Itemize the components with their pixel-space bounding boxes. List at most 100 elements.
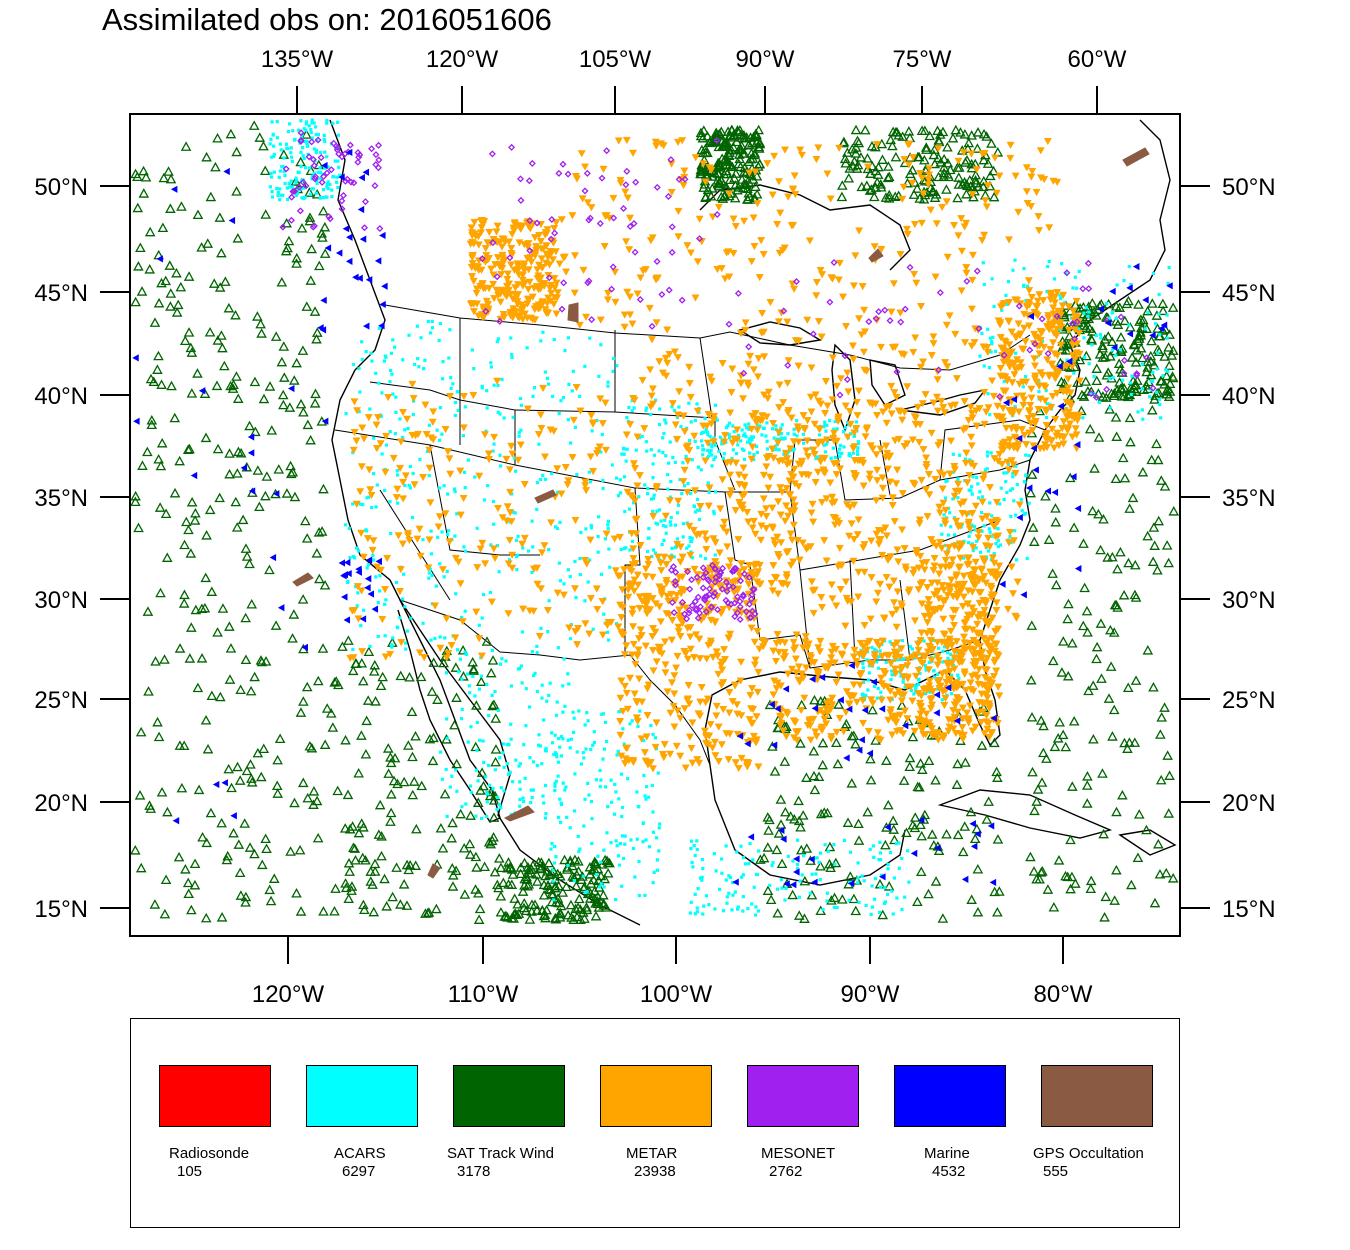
metar-marker <box>782 708 791 717</box>
acars-marker <box>616 854 621 858</box>
metar-marker <box>980 729 989 738</box>
sat-track-wind-marker <box>485 786 497 797</box>
acars-marker <box>305 120 309 124</box>
acars-marker <box>488 590 493 595</box>
acars-marker <box>416 357 420 361</box>
sat-track-wind-marker <box>705 190 717 201</box>
sat-track-wind-marker <box>437 842 449 853</box>
acars-marker <box>286 130 290 134</box>
acars-marker <box>673 460 677 464</box>
acars-marker <box>822 425 826 429</box>
metar-marker <box>506 488 515 497</box>
acars-marker <box>1082 336 1086 340</box>
sat-track-wind-marker <box>1087 326 1098 336</box>
sat-track-wind-marker <box>306 243 317 254</box>
acars-marker <box>912 692 916 696</box>
metar-marker <box>1030 330 1039 339</box>
acars-marker <box>590 817 594 821</box>
metar-marker <box>620 682 629 691</box>
acars-marker <box>453 401 458 405</box>
acars-marker <box>553 782 557 786</box>
metar-marker <box>790 465 799 473</box>
acars-marker <box>495 340 499 344</box>
metar-marker <box>496 298 505 306</box>
sat-track-wind-marker <box>1126 879 1137 890</box>
metar-marker <box>988 614 997 622</box>
sat-track-wind-marker <box>305 434 316 445</box>
metar-marker <box>1010 371 1019 379</box>
bottom-tick-label: 100°W <box>640 981 713 1008</box>
sat-track-wind-marker <box>157 222 169 233</box>
acars-marker <box>579 530 583 535</box>
metar-marker <box>914 646 923 655</box>
acars-marker <box>602 848 606 852</box>
sat-track-wind-marker <box>171 307 183 317</box>
acars-marker <box>421 621 425 625</box>
sat-track-wind-marker <box>1142 645 1154 655</box>
sat-track-wind-marker <box>202 743 214 754</box>
sat-track-wind-marker <box>165 301 176 311</box>
acars-marker <box>886 867 890 871</box>
sat-track-wind-marker <box>214 212 226 222</box>
metar-marker <box>858 283 867 291</box>
hudson-bay-shore <box>699 184 911 271</box>
sat-track-wind-marker <box>799 875 811 886</box>
metar-marker <box>576 407 585 415</box>
acars-marker <box>310 121 314 125</box>
metar-marker <box>908 436 917 444</box>
acars-marker <box>318 176 322 181</box>
metar-marker <box>719 679 728 687</box>
sat-track-wind-marker <box>1159 351 1170 361</box>
acars-marker <box>701 444 705 448</box>
acars-marker <box>696 445 700 450</box>
sat-track-wind-marker <box>208 278 220 288</box>
acars-marker <box>647 845 652 849</box>
sat-track-wind-marker <box>357 852 368 863</box>
acars-marker <box>336 159 340 163</box>
metar-marker <box>749 517 758 526</box>
sat-track-wind-marker <box>180 141 192 151</box>
acars-marker <box>301 154 305 158</box>
acars-marker <box>569 737 573 741</box>
acars-marker <box>372 558 376 562</box>
metar-marker <box>967 305 976 313</box>
acars-marker <box>309 131 313 135</box>
sat-track-wind-marker <box>1076 389 1088 400</box>
sat-track-wind-marker <box>593 882 605 892</box>
acars-marker <box>622 447 626 451</box>
sat-track-wind-marker <box>1122 682 1134 693</box>
sat-track-wind-marker <box>1119 472 1131 483</box>
metar-marker <box>776 511 785 519</box>
sat-track-wind-marker <box>846 143 858 154</box>
acars-marker <box>1026 284 1030 288</box>
sat-track-wind-marker <box>836 191 848 202</box>
sat-track-wind-marker <box>1059 378 1070 388</box>
sat-track-wind-marker <box>602 867 614 878</box>
metar-marker <box>389 454 398 463</box>
metar-marker <box>743 508 752 517</box>
acars-marker <box>1166 369 1170 373</box>
acars-marker <box>833 862 837 866</box>
acars-marker <box>272 154 276 158</box>
sat-track-wind-marker <box>532 876 543 886</box>
acars-marker <box>401 358 405 362</box>
acars-marker <box>707 454 711 458</box>
acars-marker <box>642 773 646 778</box>
metar-marker <box>509 224 518 232</box>
metar-marker <box>476 282 485 291</box>
sat-track-wind-marker <box>1108 704 1120 715</box>
metar-marker <box>1064 303 1073 311</box>
great-lake-michigan <box>831 343 856 433</box>
acars-marker <box>297 170 301 175</box>
acars-marker <box>1059 261 1064 266</box>
metar-marker <box>673 138 682 147</box>
acars-marker <box>701 453 705 457</box>
metar-marker <box>1015 380 1024 388</box>
sat-track-wind-marker <box>197 831 208 842</box>
metar-marker <box>965 572 974 580</box>
acars-marker <box>681 461 685 465</box>
sat-track-wind-marker <box>1097 342 1109 353</box>
sat-track-wind-marker <box>875 181 887 192</box>
top-axis-ticks: 135°W 120°W 105°W 90°W 75°W 60°W <box>261 46 1127 113</box>
acars-marker <box>321 196 326 200</box>
